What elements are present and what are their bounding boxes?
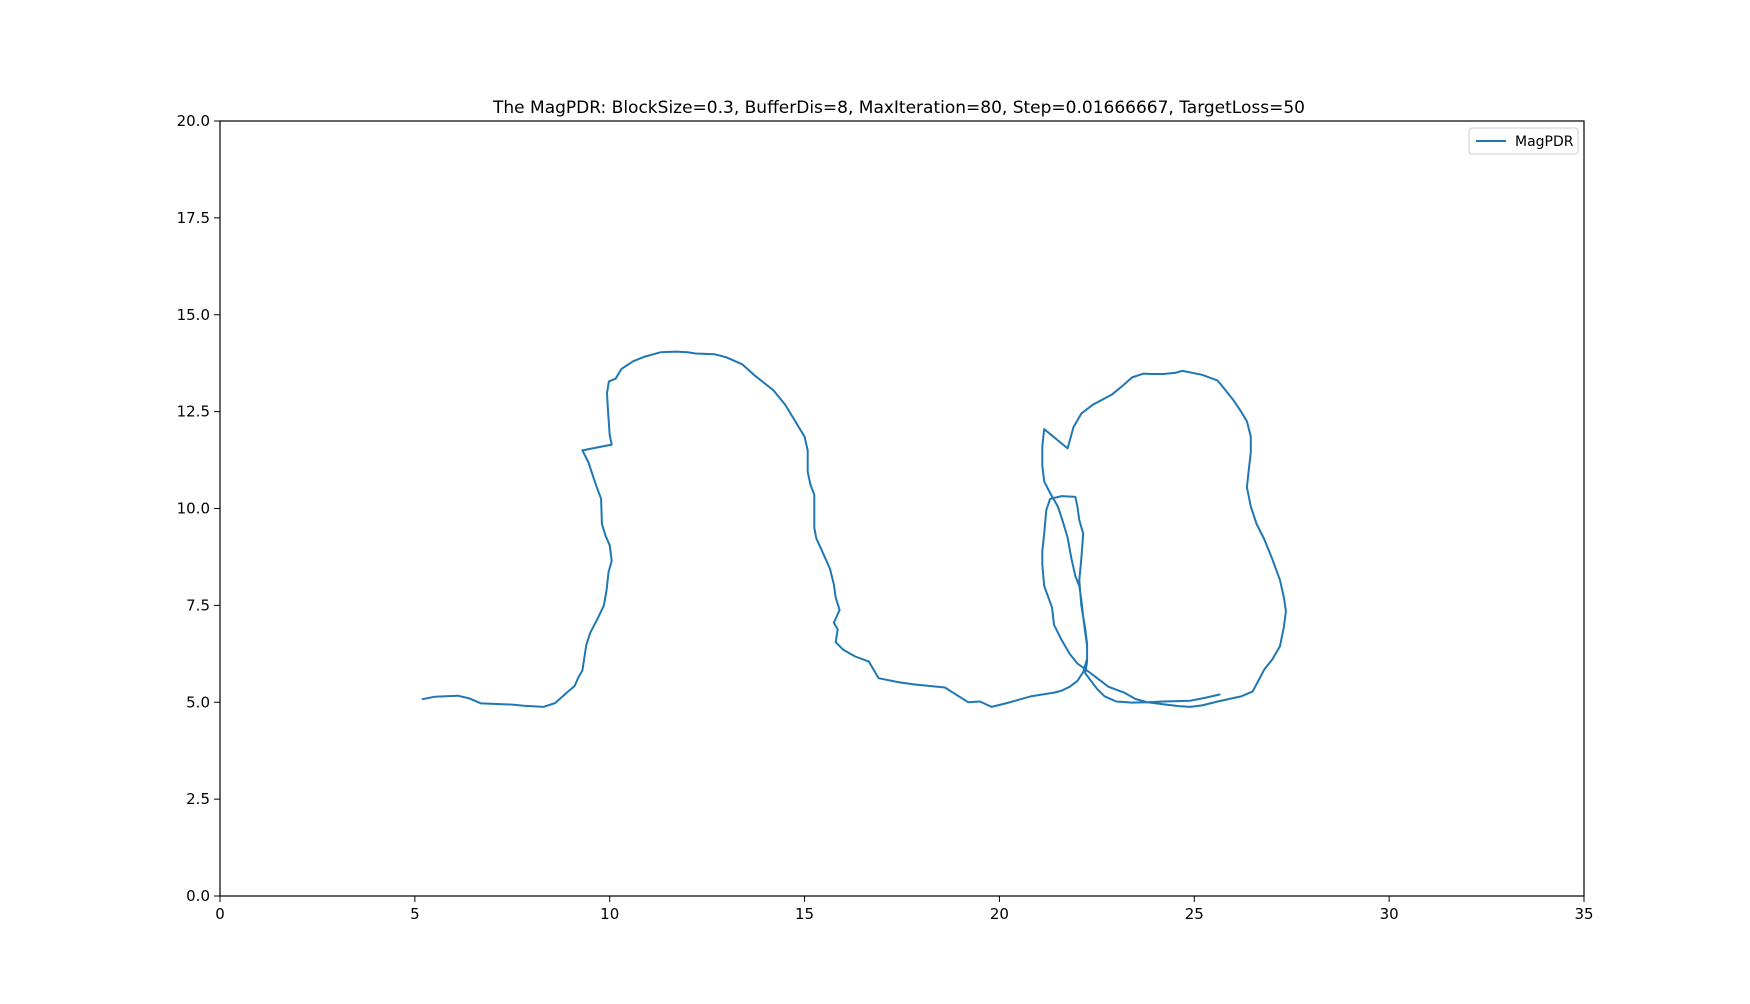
legend-label-magpdr: MagPDR bbox=[1515, 134, 1574, 150]
y-tick-label: 17.5 bbox=[177, 209, 210, 227]
y-tick-label: 7.5 bbox=[186, 596, 210, 614]
y-tick-label: 20.0 bbox=[177, 112, 210, 130]
series-line-magpdr bbox=[421, 350, 1287, 708]
y-axis-ticks: 0.0 2.5 5.0 7.5 10.0 12.5 15.0 17.5 20.0 bbox=[177, 112, 220, 905]
x-tick-label: 35 bbox=[1574, 905, 1593, 923]
x-tick-label: 20 bbox=[990, 905, 1009, 923]
x-tick-label: 10 bbox=[600, 905, 619, 923]
y-tick-label: 15.0 bbox=[177, 306, 210, 324]
y-tick-label: 0.0 bbox=[186, 887, 210, 905]
x-tick-label: 0 bbox=[215, 905, 225, 923]
series-layer bbox=[421, 350, 1287, 708]
x-tick-label: 25 bbox=[1185, 905, 1204, 923]
y-tick-label: 12.5 bbox=[177, 403, 210, 421]
y-tick-label: 2.5 bbox=[186, 790, 210, 808]
plot-frame bbox=[219, 120, 1585, 897]
legend: MagPDR bbox=[1468, 127, 1579, 155]
legend-box bbox=[1468, 127, 1579, 155]
y-tick-label: 10.0 bbox=[177, 500, 210, 518]
x-tick-label: 30 bbox=[1380, 905, 1399, 923]
x-tick-label: 15 bbox=[795, 905, 814, 923]
chart-title: The MagPDR: BlockSize=0.3, BufferDis=8, … bbox=[492, 98, 1305, 118]
x-axis-ticks: 0 5 10 15 20 25 30 35 bbox=[215, 896, 1594, 923]
y-tick-label: 5.0 bbox=[186, 693, 210, 711]
x-tick-label: 5 bbox=[410, 905, 420, 923]
